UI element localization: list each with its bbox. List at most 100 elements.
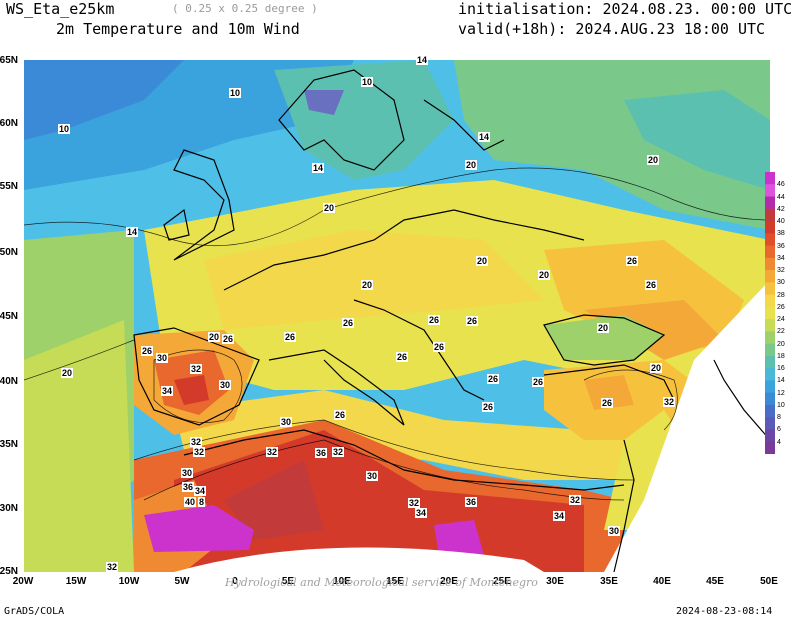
contour-label: 20 (538, 270, 551, 280)
lat-label: 25N (0, 566, 18, 577)
contour-label: 26 (532, 377, 545, 387)
lon-label: 30E (546, 576, 564, 587)
contour-label: 26 (645, 280, 658, 290)
colorbar-tick-label: 10 (777, 401, 785, 409)
contour-label: 32 (266, 447, 279, 457)
contour-label: 10 (361, 77, 374, 87)
contour-label: 30 (181, 468, 194, 478)
colorbar-tick-label: 44 (777, 193, 785, 201)
contour-label: 30 (219, 380, 232, 390)
colorbar-swatch (765, 294, 775, 308)
contour-label: 26 (601, 398, 614, 408)
lat-label: 45N (0, 311, 18, 322)
colorbar-swatch (765, 221, 775, 234)
colorbar-tick-label: 26 (777, 303, 785, 311)
footer-left: GrADS/COLA (4, 606, 65, 617)
contour-label: 34 (415, 508, 428, 518)
contour-label: 26 (487, 374, 500, 384)
colorbar-swatch (765, 368, 775, 381)
contour-label: 14 (312, 163, 325, 173)
contour-label: 26 (433, 342, 446, 352)
resolution-note: ( 0.25 x 0.25 degree ) (172, 2, 318, 15)
colorbar-tick-label: 4 (777, 438, 781, 446)
colorbar-swatch (765, 184, 775, 198)
contour-label: 32 (569, 495, 582, 505)
temperature-colorbar (765, 172, 775, 454)
contour-label: 34 (194, 486, 207, 496)
contour-label: 34 (553, 511, 566, 521)
valid-time: valid(+18h): 2024.AUG.23 18:00 UTC (458, 20, 766, 38)
colorbar-tick-label: 36 (777, 242, 785, 250)
model-name: WS_Eta_e25km (6, 0, 115, 18)
colorbar-swatch (765, 417, 775, 430)
footer-right: 2024-08-23-08:14 (676, 606, 773, 617)
contour-label: 20 (323, 203, 336, 213)
colorbar-swatch (765, 355, 775, 369)
credit-text: Hydrological and Meteorological service … (225, 576, 538, 589)
colorbar-swatch (765, 429, 775, 443)
contour-label: 20 (647, 155, 660, 165)
colorbar-tick-label: 12 (777, 389, 785, 397)
lat-label: 65N (0, 55, 18, 66)
contour-label: 14 (126, 227, 139, 237)
lat-label: 30N (0, 503, 18, 514)
init-time: initialisation: 2024.08.23. 00:00 UTC (458, 0, 793, 18)
colorbar-swatch (765, 319, 775, 332)
colorbar-tick-label: 30 (777, 279, 785, 287)
contour-label: 26 (334, 410, 347, 420)
contour-label: 10 (229, 88, 242, 98)
contour-label: 20 (650, 363, 663, 373)
contour-label: 10 (58, 124, 71, 134)
contour-label: 32 (190, 437, 203, 447)
contour-label: 26 (482, 402, 495, 412)
contour-label: 26 (428, 315, 441, 325)
colorbar-swatch (765, 404, 775, 418)
colorbar-tick-label: 38 (777, 230, 785, 238)
contour-label: 26 (342, 318, 355, 328)
colorbar-swatch (765, 343, 775, 357)
lat-label: 50N (0, 247, 18, 258)
contour-label: 36 (182, 482, 195, 492)
lon-label: 35E (600, 576, 618, 587)
colorbar-tick-label: 6 (777, 426, 781, 434)
contour-label: 26 (466, 316, 479, 326)
colorbar-swatch (765, 282, 775, 296)
colorbar-tick-label: 40 (777, 218, 785, 226)
colorbar-tick-label: 32 (777, 267, 785, 275)
colorbar-swatch (765, 331, 775, 345)
contour-label: 34 (161, 386, 174, 396)
contour-label: 20 (597, 323, 610, 333)
contour-label: 30 (280, 417, 293, 427)
colorbar-tick-label: 28 (777, 291, 785, 299)
colorbar-swatch (765, 306, 775, 320)
field-title: 2m Temperature and 10m Wind (56, 20, 300, 38)
contour-label: 14 (416, 55, 429, 65)
lon-label: 5E (281, 576, 295, 587)
lon-label: 0 (232, 576, 238, 587)
lon-label: 40E (653, 576, 671, 587)
contour-label: 20 (208, 332, 221, 342)
lon-label: 25E (493, 576, 511, 587)
colorbar-swatch (765, 208, 775, 222)
temperature-map (24, 60, 770, 572)
colorbar-tick-label: 20 (777, 340, 785, 348)
colorbar-tick-label: 22 (777, 328, 785, 336)
contour-label: 36 (465, 497, 478, 507)
contour-label: 32 (408, 498, 421, 508)
contour-label: 20 (476, 256, 489, 266)
lat-label: 60N (0, 118, 18, 129)
contour-label: 30 (366, 471, 379, 481)
contour-label: 26 (222, 334, 235, 344)
contour-label: 20 (361, 280, 374, 290)
contour-label: 20 (465, 160, 478, 170)
contour-label: 26 (396, 352, 409, 362)
contour-label: 32 (332, 447, 345, 457)
lon-label: 20E (440, 576, 458, 587)
colorbar-swatch (765, 392, 775, 406)
contour-label: 32 (190, 364, 203, 374)
lat-label: 40N (0, 376, 18, 387)
contour-label: 20 (61, 368, 74, 378)
lon-label: 10W (118, 576, 140, 587)
lon-label: 45E (706, 576, 724, 587)
lon-label: 10E (333, 576, 351, 587)
